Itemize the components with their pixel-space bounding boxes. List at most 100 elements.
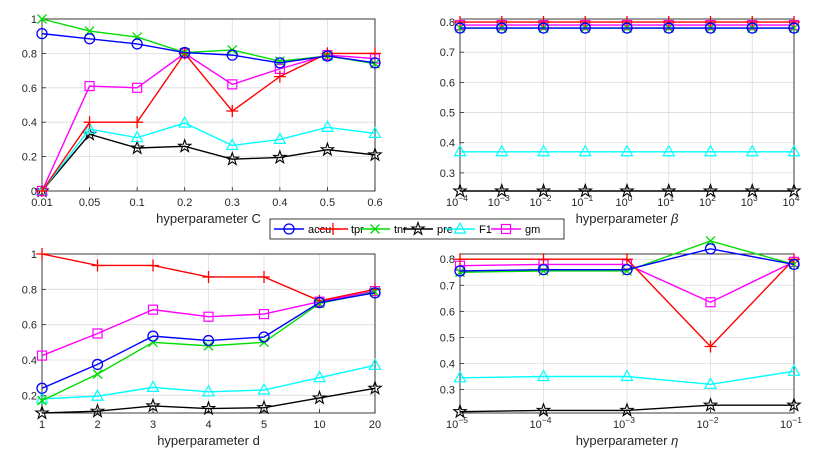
data-point-accu bbox=[537, 263, 550, 276]
panel-hyperparameter-eta: 0.3 0.4 0.5 0.6 0.7 0.8 10−5 10−4 10−3 10−2 10−1 hy… bbox=[440, 236, 802, 448]
legend-label: tpr bbox=[351, 224, 364, 236]
x-tick-label: 101 bbox=[657, 193, 674, 209]
series-F1 bbox=[453, 144, 801, 157]
x-tick-label: 5 bbox=[261, 419, 267, 431]
y-tick-label: 0.8 bbox=[22, 48, 37, 60]
data-point-tnr bbox=[37, 395, 47, 406]
y-tick-label: 0.3 bbox=[440, 168, 455, 180]
data-point-F1 bbox=[225, 138, 239, 151]
data-point-accu bbox=[321, 50, 334, 62]
legend-marker-accu bbox=[283, 223, 295, 235]
data-point-pre bbox=[319, 141, 336, 157]
x-tick-label: 3 bbox=[150, 419, 156, 431]
data-point-F1 bbox=[787, 364, 801, 376]
series-line-pre bbox=[459, 404, 794, 413]
data-point-tpr bbox=[704, 340, 717, 353]
x-tick-label: 10−4 bbox=[530, 415, 552, 431]
legend-marker-gm bbox=[500, 223, 512, 235]
data-point-pre bbox=[702, 182, 719, 198]
data-point-F1 bbox=[320, 120, 334, 132]
data-point-F1 bbox=[703, 377, 718, 389]
legend-entry-tpr: tpr bbox=[318, 223, 364, 236]
y-tick-label: 0.8 bbox=[440, 17, 455, 29]
legend-label: gm bbox=[525, 224, 540, 236]
data-point-accu bbox=[179, 46, 191, 59]
data-point-accu bbox=[704, 243, 717, 255]
data-point-pre bbox=[452, 403, 468, 419]
data-point-F1 bbox=[146, 380, 160, 392]
data-point-pre bbox=[493, 182, 510, 198]
panel-hyperparameter-d: 0.2 0.4 0.6 0.8 1 1 2 3 4 5 10 20 hyperparameter d bbox=[22, 248, 383, 448]
data-point-tpr bbox=[537, 16, 550, 29]
y-tick-label: 0.5 bbox=[440, 108, 455, 120]
series-F1 bbox=[35, 358, 382, 404]
data-point-tpr bbox=[226, 105, 239, 118]
data-point-gm bbox=[132, 82, 143, 93]
data-point-tpr bbox=[579, 16, 592, 29]
data-point-pre bbox=[367, 146, 383, 162]
legend: accu tpr tnr pre F1 gm bbox=[269, 218, 565, 240]
data-point-accu bbox=[663, 22, 675, 34]
series-line-F1 bbox=[459, 370, 795, 386]
data-point-tpr bbox=[662, 16, 675, 29]
data-point-accu bbox=[226, 49, 238, 61]
data-point-pre bbox=[272, 149, 288, 165]
data-point-F1 bbox=[620, 369, 634, 382]
series-line-pre bbox=[41, 387, 376, 414]
data-point-accu bbox=[788, 22, 800, 34]
legend-marker-F1 bbox=[453, 221, 467, 234]
data-point-tpr bbox=[131, 116, 144, 129]
data-point-F1 bbox=[536, 369, 551, 382]
series-F1 bbox=[35, 115, 382, 196]
data-point-F1 bbox=[312, 370, 327, 383]
x-tick-label: 10−1 bbox=[780, 415, 802, 431]
y-tick-label: 0.3 bbox=[440, 385, 455, 397]
data-point-tpr bbox=[454, 253, 466, 266]
data-point-tpr bbox=[91, 259, 104, 272]
data-point-F1 bbox=[495, 144, 509, 157]
plot-area bbox=[42, 19, 375, 191]
x-tick-label: 10−2 bbox=[530, 193, 552, 209]
series-line-accu bbox=[41, 32, 376, 64]
series-line-pre bbox=[41, 133, 376, 192]
data-point-tpr bbox=[202, 270, 215, 283]
data-point-pre bbox=[129, 139, 145, 155]
x-tick-label: 0.6 bbox=[367, 197, 382, 209]
data-point-accu bbox=[147, 330, 159, 342]
legend-entry-F1: F1 bbox=[445, 221, 492, 236]
x-tick-label: 102 bbox=[699, 193, 716, 209]
data-point-F1 bbox=[620, 144, 634, 157]
data-point-accu bbox=[579, 22, 591, 34]
y-tick-label: 0.4 bbox=[440, 138, 455, 150]
data-point-F1 bbox=[745, 144, 759, 157]
legend-entry-gm: gm bbox=[491, 223, 540, 236]
x-tick-label: 0.5 bbox=[320, 197, 335, 209]
x-tick-label: 100 bbox=[616, 193, 633, 209]
data-point-pre bbox=[200, 400, 217, 416]
data-point-accu bbox=[36, 27, 48, 40]
x-tick-label: 10−4 bbox=[446, 193, 468, 209]
data-point-pre bbox=[452, 182, 468, 198]
legend-marker-pre bbox=[410, 220, 426, 236]
data-point-accu bbox=[537, 22, 550, 34]
data-point-tpr bbox=[258, 270, 270, 283]
data-point-tpr bbox=[704, 16, 717, 29]
data-point-pre bbox=[34, 404, 50, 420]
y-tick-label: 1 bbox=[31, 249, 37, 261]
data-point-pre bbox=[311, 389, 328, 405]
data-point-pre bbox=[786, 182, 802, 198]
series-line-F1 bbox=[41, 364, 376, 400]
x-tick-label: 0.4 bbox=[272, 197, 287, 209]
series-accu bbox=[36, 27, 381, 69]
x-tick-label: 103 bbox=[741, 193, 758, 209]
data-point-pre bbox=[176, 138, 193, 153]
series-accu bbox=[36, 287, 381, 394]
data-point-tpr bbox=[746, 16, 759, 29]
data-point-pre bbox=[744, 182, 761, 198]
panel-hyperparameter-c: 0 0.2 0.4 0.6 0.8 1 0.01 0.05 0.1 0.2 0.3 0.4 0.5 0.6… bbox=[22, 14, 383, 226]
x-tick-label: 2 bbox=[94, 419, 100, 431]
legend-entry-pre: pre bbox=[403, 220, 453, 236]
series-pre bbox=[34, 380, 383, 420]
series-line-F1 bbox=[41, 122, 376, 192]
